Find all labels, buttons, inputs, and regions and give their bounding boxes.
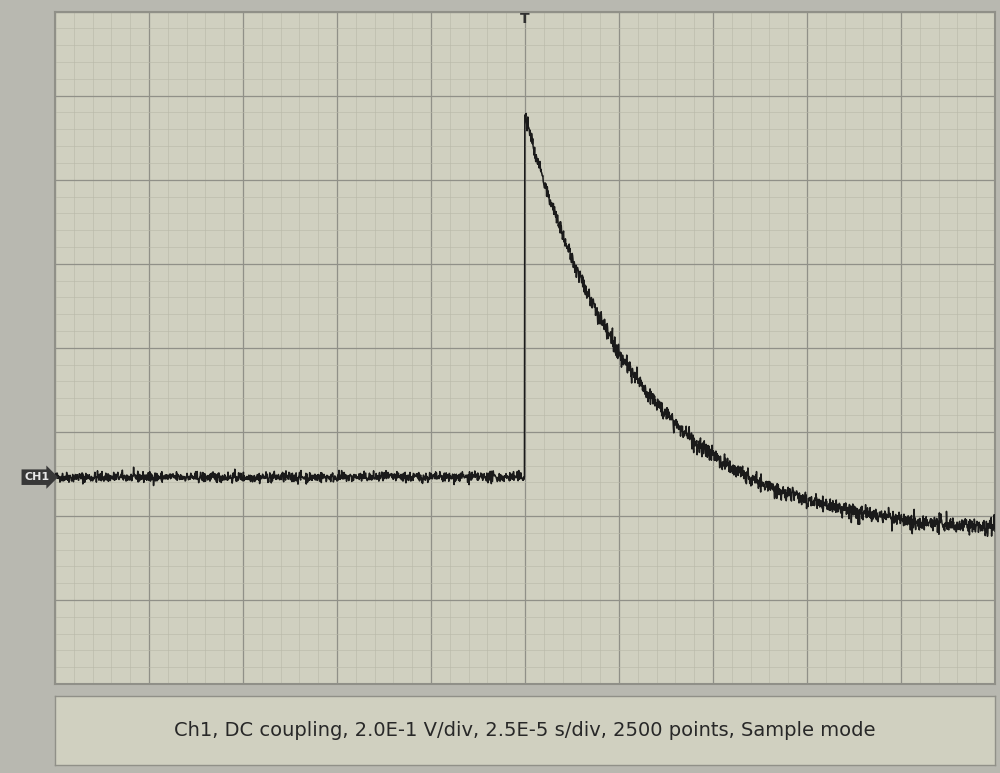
Text: CH1: CH1 [24,472,49,482]
Text: T: T [520,12,530,26]
Text: Ch1, DC coupling, 2.0E-1 V/div, 2.5E-5 s/div, 2500 points, Sample mode: Ch1, DC coupling, 2.0E-1 V/div, 2.5E-5 s… [174,721,876,740]
